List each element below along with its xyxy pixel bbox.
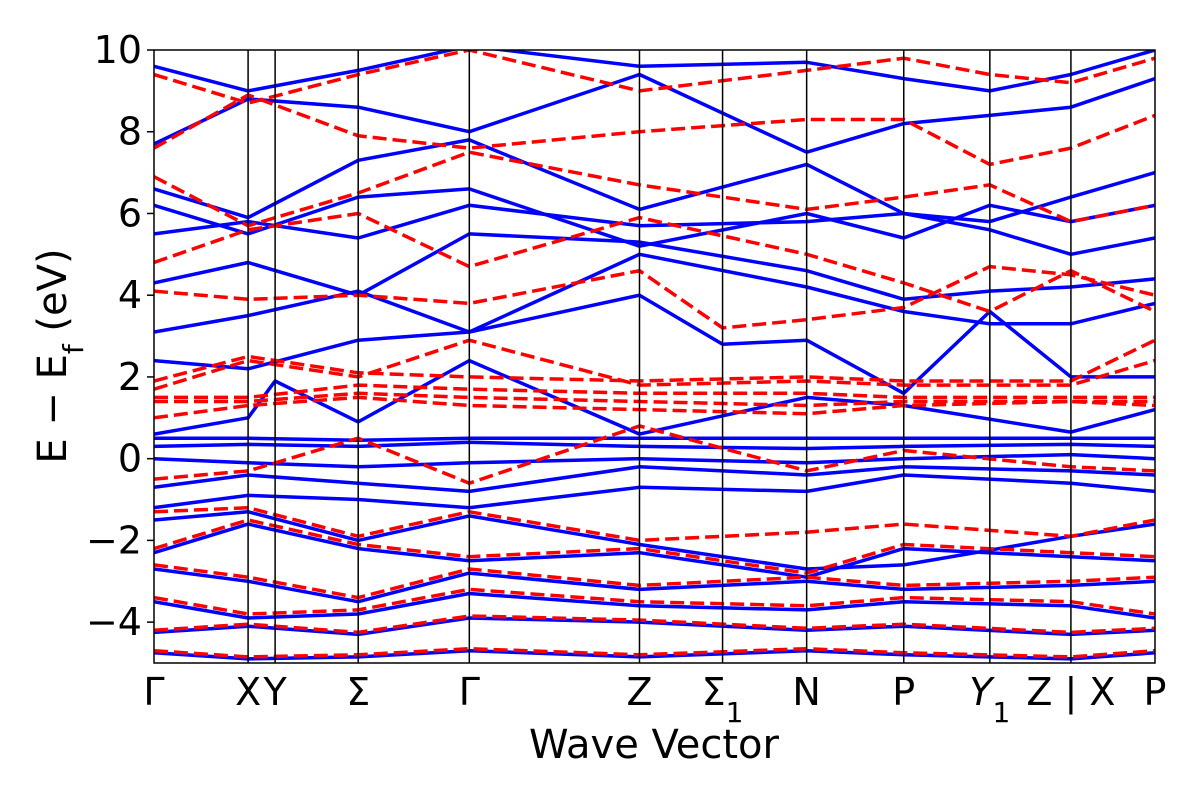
solid-band-19 — [154, 50, 1155, 93]
y-tick-label-1: 8 — [118, 110, 142, 154]
x-tick-label-7: N — [792, 670, 820, 714]
x-tick-label-8: P — [892, 670, 915, 714]
dashed-band-0 — [154, 646, 1155, 659]
x-tick-label-main-0: Γ — [143, 670, 164, 714]
dashed-band-16 — [154, 50, 1155, 105]
x-tick-label-subscript-6: 1 — [726, 696, 744, 729]
y-axis-ticks: 10 8 6 4 2 0 −2 −4 — [86, 28, 154, 644]
solid-band-12 — [154, 293, 1155, 396]
bands-layer — [154, 50, 1155, 661]
x-tick-label-subscript-9: 1 — [993, 696, 1011, 729]
x-tick-label-11: P — [1144, 670, 1167, 714]
x-tick-label-2: Y — [263, 670, 288, 714]
x-tick-label-main-8: P — [892, 670, 915, 714]
dashed-band-5 — [154, 505, 1155, 543]
y-axis-label-subscript: f — [57, 343, 90, 354]
solid-band-2 — [154, 591, 1155, 620]
x-tick-label-main-6: Σ — [702, 670, 726, 714]
x-tick-label-0: Γ — [143, 670, 164, 714]
y-tick-label-6: −2 — [86, 518, 142, 562]
x-tick-label-5: Z — [626, 670, 652, 714]
x-tick-label-main-5: Z — [626, 670, 652, 714]
y-tick-label-3: 4 — [118, 273, 142, 317]
high-symmetry-lines — [247, 50, 1072, 663]
y-axis-label-unit: (eV) — [30, 248, 76, 344]
y-tick-label-7: −4 — [86, 600, 142, 644]
x-tick-label-main-11: P — [1144, 670, 1167, 714]
x-tick-label-main-7: N — [792, 670, 820, 714]
x-tick-label-main-4: Γ — [459, 670, 480, 714]
y-tick-label-0: 10 — [94, 28, 142, 72]
solid-band-13 — [154, 252, 1155, 334]
solid-band-9 — [154, 440, 1155, 451]
x-tick-label-main-2: Y — [263, 670, 288, 714]
x-tick-label-main-3: Σ — [346, 670, 370, 714]
x-tick-label-10: Z | X — [1026, 670, 1115, 715]
dashed-band-11 — [154, 338, 1155, 383]
dashed-band-12 — [154, 264, 1155, 330]
x-tick-label-3: Σ — [346, 670, 370, 714]
dashed-band-14 — [154, 150, 1155, 228]
x-tick-label-main-9: Y — [969, 670, 995, 714]
y-axis-label: E − Ef (eV) — [30, 248, 90, 463]
y-axis-label-main: E − E — [30, 354, 76, 464]
x-tick-label-6: Σ1 — [702, 670, 744, 729]
plot-frame — [153, 49, 1156, 664]
y-tick-label-4: 2 — [118, 355, 142, 399]
solid-band-10 — [154, 436, 1155, 443]
x-axis-label: Wave Vector — [529, 722, 780, 768]
x-tick-label-main-10: Z | X — [1026, 670, 1115, 715]
x-tick-label-4: Γ — [459, 670, 480, 714]
x-tick-label-1: X — [235, 670, 261, 714]
dashed-band-15 — [154, 93, 1155, 167]
solid-band-15 — [154, 203, 1155, 257]
x-tick-label-9: Y1 — [969, 670, 1010, 729]
y-tick-label-2: 6 — [118, 191, 142, 235]
x-tick-label-main-1: X — [235, 670, 261, 714]
y-tick-label-5: 0 — [118, 437, 142, 481]
